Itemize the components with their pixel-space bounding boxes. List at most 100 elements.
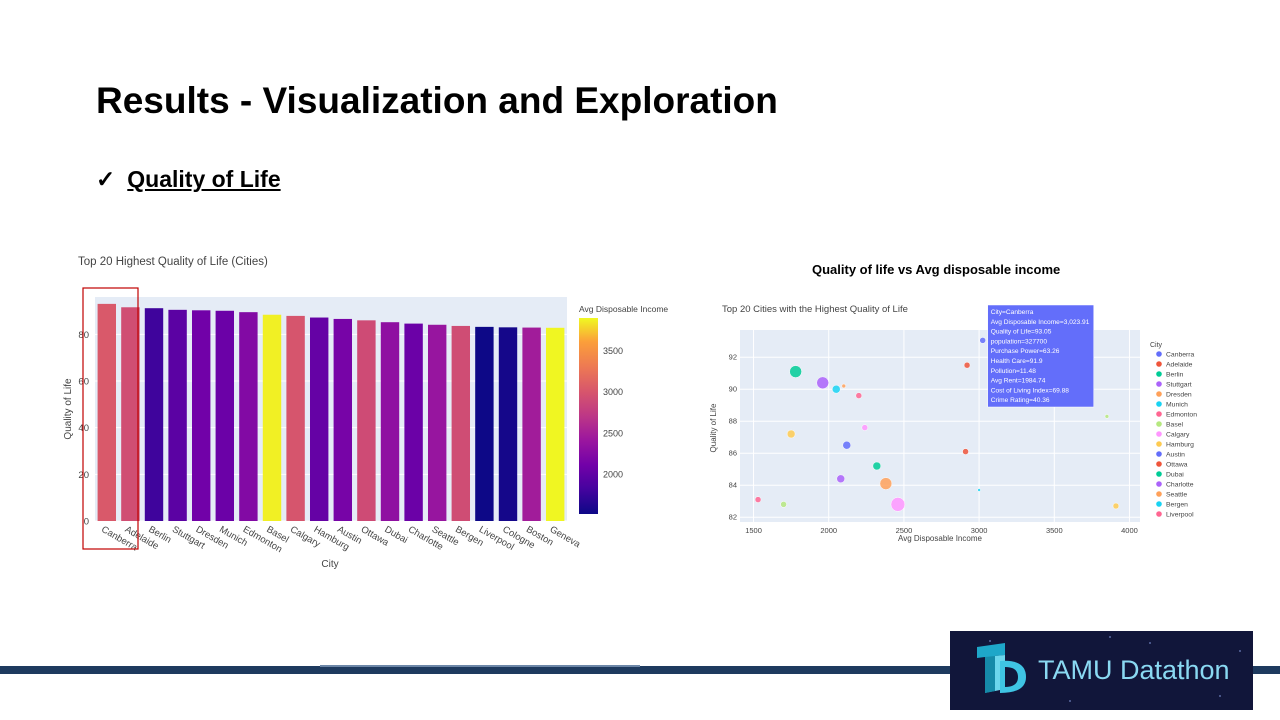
legend-item-label[interactable]: Bergen bbox=[1166, 502, 1188, 509]
point-boston[interactable] bbox=[890, 497, 906, 512]
chart2-x-tick-label: 4000 bbox=[1121, 526, 1138, 535]
chart2-title: Top 20 Cities with the Highest Quality o… bbox=[722, 304, 908, 315]
legend-marker[interactable] bbox=[1156, 381, 1162, 387]
legend-item-label[interactable]: Adelaide bbox=[1166, 362, 1193, 369]
legend-marker[interactable] bbox=[1156, 401, 1162, 407]
bar-adelaide[interactable] bbox=[121, 307, 140, 521]
hover-tooltip-line: Avg Disposable Income=3,023.91 bbox=[991, 319, 1090, 326]
bar-stuttgart[interactable] bbox=[168, 309, 187, 521]
legend-item-label[interactable]: Berlin bbox=[1166, 372, 1184, 379]
legend-marker[interactable] bbox=[1156, 481, 1162, 487]
bullet-item: ✓ Quality of Life bbox=[96, 166, 281, 193]
bar-liverpool[interactable] bbox=[475, 326, 494, 521]
legend-marker[interactable] bbox=[1156, 361, 1162, 367]
legend-marker[interactable] bbox=[1156, 491, 1162, 497]
hover-tooltip-box bbox=[987, 304, 1094, 408]
legend-item-label[interactable]: Ottawa bbox=[1166, 462, 1188, 469]
colorbar-tick-label: 2000 bbox=[603, 469, 623, 479]
point-munich[interactable] bbox=[831, 384, 841, 394]
bar-cologne[interactable] bbox=[498, 327, 518, 521]
legend-item-label[interactable]: Canberra bbox=[1166, 352, 1195, 359]
legend-item-label[interactable]: Basel bbox=[1166, 422, 1183, 429]
point-liverpool[interactable] bbox=[754, 496, 762, 503]
chart2-y-tick-label: 92 bbox=[729, 353, 737, 362]
chart2-ylabel: Quality of Life bbox=[709, 403, 718, 452]
colorbar-title: Avg Disposable Income bbox=[579, 304, 668, 314]
legend-marker[interactable] bbox=[1156, 511, 1162, 517]
bar-charlotte[interactable] bbox=[404, 323, 423, 521]
point-stuttgart[interactable] bbox=[816, 376, 829, 390]
bar-austin[interactable] bbox=[333, 318, 353, 521]
bullet-text: Quality of Life bbox=[127, 166, 281, 192]
logo-mark-icon bbox=[977, 643, 1026, 693]
hover-tooltip-line: Cost of Living Index=69.88 bbox=[991, 387, 1070, 394]
bar-hamburg[interactable] bbox=[309, 317, 329, 521]
bar-bergen[interactable] bbox=[451, 325, 471, 521]
chart1-y-ticks: 0 20 40 60 80 bbox=[78, 330, 89, 528]
point-dresden[interactable] bbox=[841, 383, 847, 389]
bar-boston[interactable] bbox=[522, 327, 541, 521]
legend-item-label[interactable]: Austin bbox=[1166, 452, 1185, 459]
bar-dresden[interactable] bbox=[191, 310, 211, 521]
point-seattle[interactable] bbox=[879, 477, 893, 490]
legend-marker[interactable] bbox=[1156, 351, 1162, 357]
bar-calgary[interactable] bbox=[286, 315, 305, 521]
legend-item-label[interactable]: Munich bbox=[1166, 402, 1188, 409]
point-basel[interactable] bbox=[1104, 414, 1110, 419]
point-adelaide[interactable] bbox=[963, 361, 971, 369]
legend-item-label[interactable]: Dresden bbox=[1166, 392, 1192, 399]
hover-tooltip-line: Crime Rating=40.36 bbox=[991, 397, 1050, 404]
hover-tooltip-line: Health Care=91.9 bbox=[991, 358, 1043, 365]
legend-item-label[interactable]: Stuttgart bbox=[1166, 382, 1192, 389]
legend-marker[interactable] bbox=[1156, 451, 1162, 457]
legend-item-label[interactable]: Edmonton bbox=[1166, 412, 1197, 419]
bar-edmonton[interactable] bbox=[239, 312, 258, 521]
legend-marker[interactable] bbox=[1156, 501, 1162, 507]
point-bergen[interactable] bbox=[977, 488, 981, 492]
point-cologne[interactable] bbox=[780, 501, 787, 508]
legend-item-label[interactable]: Charlotte bbox=[1166, 482, 1194, 489]
point-canberra[interactable] bbox=[979, 337, 986, 344]
chart2-x-tick-label: 3000 bbox=[971, 526, 988, 535]
colorbar bbox=[579, 318, 598, 514]
bar-chart-quality-of-life: Top 20 Highest Quality of Life (Cities) … bbox=[63, 256, 668, 570]
point-ottawa[interactable] bbox=[962, 448, 969, 455]
legend-item-label[interactable]: Calgary bbox=[1166, 432, 1190, 439]
point-charlotte[interactable] bbox=[836, 474, 846, 484]
chart2-x-tick-label: 1500 bbox=[745, 526, 762, 535]
logo-text: TAMU Datathon bbox=[1038, 655, 1230, 685]
bar-ottawa[interactable] bbox=[357, 320, 376, 521]
legend-item-label[interactable]: Liverpool bbox=[1166, 512, 1194, 519]
legend-item-label[interactable]: Seattle bbox=[1166, 492, 1187, 499]
legend-marker[interactable] bbox=[1156, 471, 1162, 477]
legend-marker[interactable] bbox=[1156, 421, 1162, 427]
bar-basel[interactable] bbox=[262, 314, 282, 521]
bar-canberra[interactable] bbox=[97, 303, 117, 521]
colorbar-tick-label: 3500 bbox=[603, 346, 623, 356]
bar-dubai[interactable] bbox=[380, 322, 400, 521]
point-berlin[interactable] bbox=[789, 365, 802, 378]
legend-marker[interactable] bbox=[1156, 371, 1162, 377]
legend-marker[interactable] bbox=[1156, 441, 1162, 447]
legend-marker[interactable] bbox=[1156, 461, 1162, 467]
bar-geneva[interactable] bbox=[545, 327, 565, 521]
legend-marker[interactable] bbox=[1156, 391, 1162, 397]
chart1-y-tick-label: 20 bbox=[78, 470, 89, 481]
legend-marker[interactable] bbox=[1156, 431, 1162, 437]
bar-seattle[interactable] bbox=[427, 324, 447, 521]
legend-item-label[interactable]: Dubai bbox=[1166, 472, 1184, 479]
legend-marker[interactable] bbox=[1156, 411, 1162, 417]
legend-item-label[interactable]: Hamburg bbox=[1166, 442, 1194, 449]
bar-munich[interactable] bbox=[215, 310, 235, 521]
point-geneva[interactable] bbox=[1112, 502, 1120, 510]
bar-berlin[interactable] bbox=[144, 308, 164, 521]
chart2-xlabel: Avg Disposable Income bbox=[898, 534, 982, 543]
point-dubai[interactable] bbox=[872, 461, 882, 471]
chart2-y-tick-label: 82 bbox=[729, 513, 737, 522]
point-hamburg[interactable] bbox=[786, 429, 796, 439]
point-edmonton[interactable] bbox=[855, 392, 863, 399]
point-calgary[interactable] bbox=[861, 424, 869, 431]
point-austin[interactable] bbox=[842, 440, 852, 450]
logo-graphic bbox=[977, 636, 1241, 702]
hover-tooltip-line: Pollution=11.48 bbox=[991, 368, 1036, 375]
